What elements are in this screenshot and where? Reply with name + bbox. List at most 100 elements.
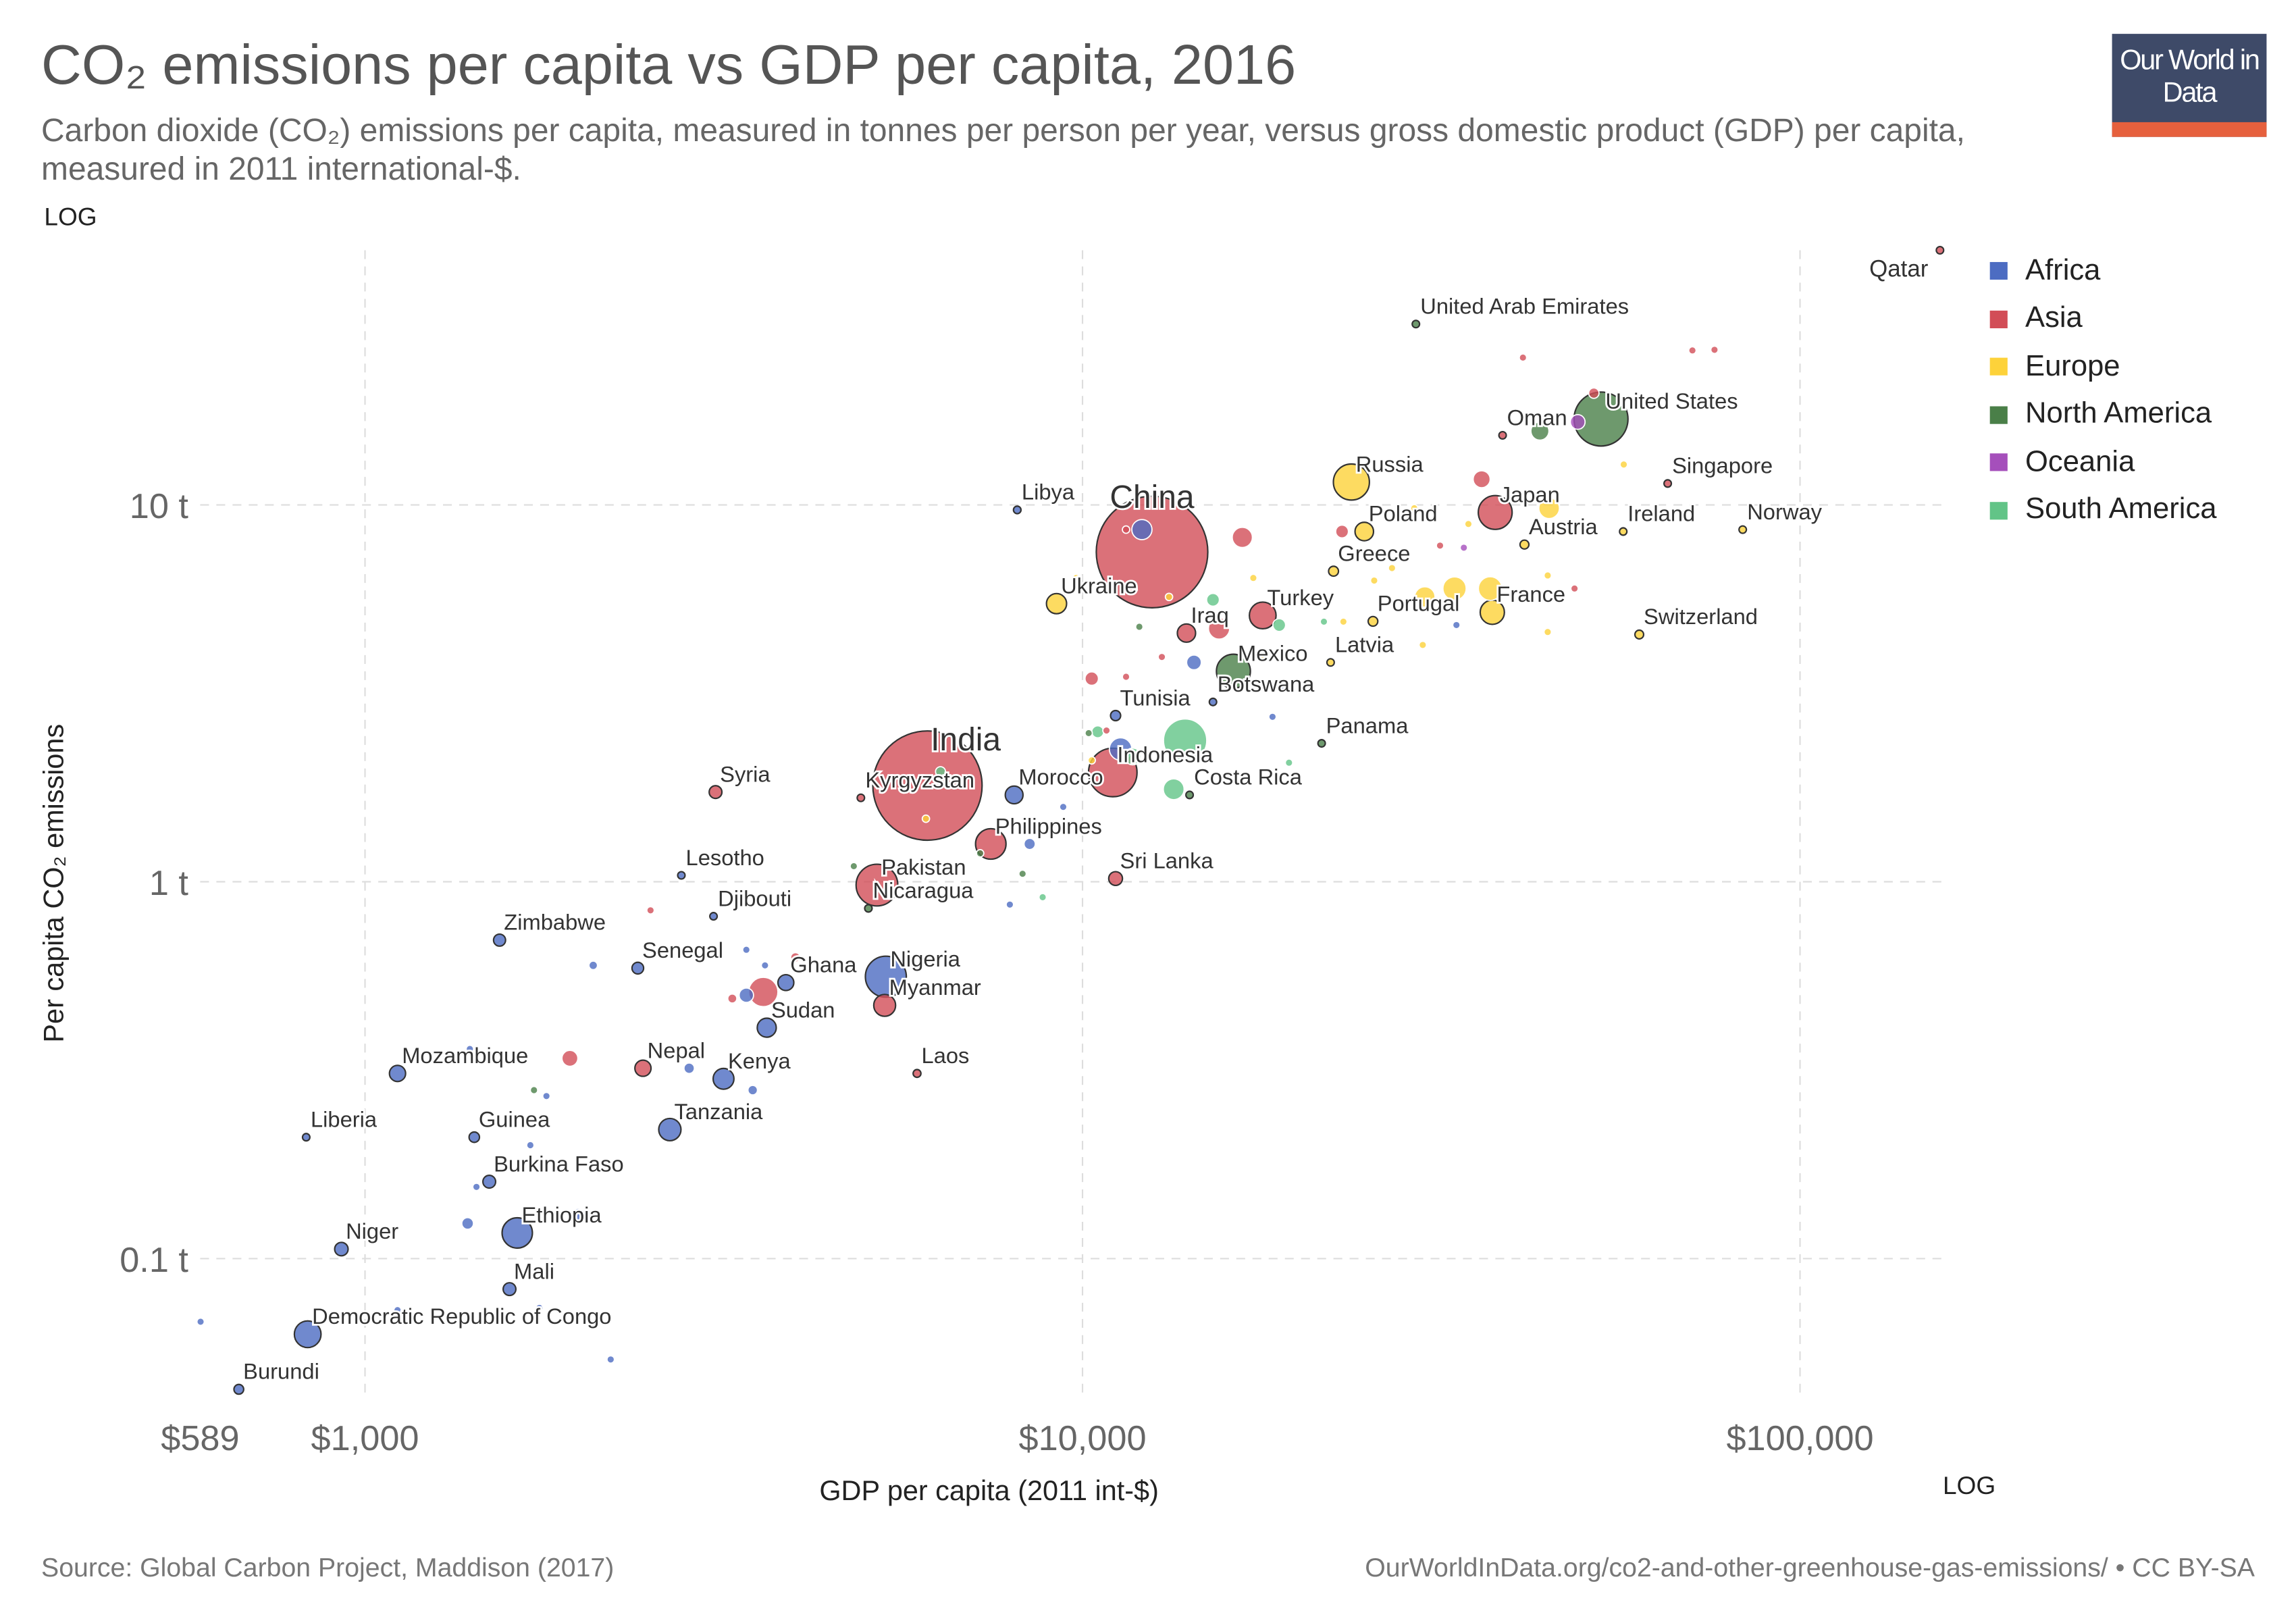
- data-point[interactable]: [1110, 709, 1122, 722]
- data-point[interactable]: [1326, 658, 1335, 667]
- data-point[interactable]: [1268, 712, 1277, 721]
- data-point[interactable]: [1442, 576, 1467, 601]
- data-point[interactable]: [631, 961, 645, 975]
- data-point[interactable]: [1186, 654, 1202, 671]
- data-point[interactable]: [872, 730, 983, 842]
- data-point[interactable]: [1072, 573, 1081, 583]
- data-point[interactable]: [1543, 571, 1553, 580]
- data-point[interactable]: [1038, 893, 1047, 902]
- data-point[interactable]: [1205, 592, 1220, 607]
- legend-item[interactable]: Europe: [1989, 343, 2217, 391]
- data-point[interactable]: [1284, 758, 1294, 767]
- data-point[interactable]: [683, 1062, 696, 1075]
- legend-item[interactable]: Asia: [1989, 295, 2217, 343]
- data-point[interactable]: [1084, 729, 1093, 738]
- data-point[interactable]: [529, 1085, 539, 1095]
- data-point[interactable]: [1335, 524, 1349, 539]
- x-scale-toggle[interactable]: LOG: [1942, 1472, 1996, 1500]
- data-point[interactable]: [393, 1306, 402, 1315]
- data-point[interactable]: [1414, 586, 1436, 608]
- data-point[interactable]: [1411, 319, 1421, 329]
- data-point[interactable]: [1004, 785, 1024, 805]
- data-point[interactable]: [1332, 463, 1370, 501]
- data-point[interactable]: [388, 1064, 407, 1083]
- data-point[interactable]: [535, 1304, 544, 1312]
- data-point[interactable]: [1452, 621, 1461, 629]
- data-point[interactable]: [1328, 565, 1340, 577]
- data-point[interactable]: [1530, 421, 1550, 441]
- data-point[interactable]: [1354, 521, 1375, 542]
- data-point[interactable]: [760, 960, 770, 970]
- data-point[interactable]: [756, 1017, 777, 1038]
- data-point[interactable]: [1472, 470, 1491, 488]
- data-point[interactable]: [1018, 869, 1027, 879]
- data-point[interactable]: [468, 1131, 481, 1143]
- data-point[interactable]: [1091, 725, 1105, 739]
- data-point[interactable]: [1006, 900, 1014, 909]
- data-point[interactable]: [1710, 345, 1719, 355]
- data-point[interactable]: [708, 785, 723, 800]
- data-point[interactable]: [1634, 629, 1645, 640]
- data-point[interactable]: [1369, 576, 1379, 585]
- data-point[interactable]: [606, 1355, 615, 1364]
- data-point[interactable]: [293, 1320, 322, 1349]
- y-scale-toggle[interactable]: LOG: [44, 203, 97, 232]
- data-point[interactable]: [1045, 592, 1068, 615]
- data-point[interactable]: [1107, 871, 1124, 886]
- data-point[interactable]: [658, 1117, 682, 1141]
- data-point[interactable]: [1095, 495, 1209, 609]
- data-point[interactable]: [1339, 617, 1348, 626]
- data-point[interactable]: [1272, 618, 1286, 632]
- data-point[interactable]: [1518, 353, 1528, 362]
- data-point[interactable]: [1122, 525, 1130, 534]
- data-point[interactable]: [935, 766, 946, 777]
- data-point[interactable]: [1320, 617, 1328, 626]
- data-point[interactable]: [502, 1282, 517, 1297]
- data-point[interactable]: [1257, 650, 1267, 659]
- data-point[interactable]: [1231, 526, 1253, 548]
- data-point[interactable]: [709, 912, 719, 921]
- data-point[interactable]: [872, 994, 897, 1017]
- data-point[interactable]: [461, 1216, 474, 1230]
- data-point[interactable]: [1498, 430, 1507, 440]
- data-point[interactable]: [1276, 681, 1286, 691]
- data-point[interactable]: [588, 960, 598, 971]
- data-point[interactable]: [864, 904, 873, 913]
- data-point[interactable]: [196, 1317, 205, 1327]
- data-point[interactable]: [501, 1216, 533, 1249]
- data-point[interactable]: [472, 1182, 481, 1191]
- data-point[interactable]: [921, 814, 931, 823]
- data-point[interactable]: [1012, 505, 1022, 515]
- data-point[interactable]: [1124, 747, 1142, 766]
- data-point[interactable]: [1436, 541, 1444, 550]
- data-point[interactable]: [789, 952, 801, 963]
- data-point[interactable]: [1102, 726, 1111, 735]
- data-point[interactable]: [334, 1241, 349, 1257]
- data-point[interactable]: [741, 945, 751, 954]
- data-point[interactable]: [1738, 525, 1748, 534]
- data-point[interactable]: [1131, 519, 1153, 540]
- data-point[interactable]: [1418, 640, 1428, 650]
- data-point[interactable]: [1134, 622, 1144, 632]
- data-point[interactable]: [712, 1067, 735, 1090]
- data-point[interactable]: [233, 1383, 244, 1395]
- data-point[interactable]: [1459, 543, 1469, 552]
- data-point[interactable]: [777, 973, 795, 992]
- data-point[interactable]: [1249, 573, 1258, 583]
- data-point[interactable]: [465, 1044, 475, 1054]
- data-point[interactable]: [1208, 697, 1218, 706]
- data-point[interactable]: [856, 793, 866, 802]
- data-point[interactable]: [1619, 527, 1628, 536]
- data-point[interactable]: [1410, 504, 1419, 513]
- data-point[interactable]: [1059, 802, 1068, 812]
- source-url[interactable]: OurWorldInData.org/co2-and-other-greenho…: [1365, 1553, 2255, 1583]
- data-point[interactable]: [1543, 627, 1553, 637]
- data-point[interactable]: [1087, 756, 1096, 765]
- data-point[interactable]: [569, 1208, 586, 1224]
- data-point[interactable]: [1216, 653, 1251, 690]
- data-point[interactable]: [1478, 575, 1503, 601]
- legend-item[interactable]: Oceania: [1989, 438, 2217, 486]
- data-point[interactable]: [727, 993, 737, 1004]
- data-point[interactable]: [526, 1141, 535, 1150]
- data-point[interactable]: [1519, 539, 1530, 550]
